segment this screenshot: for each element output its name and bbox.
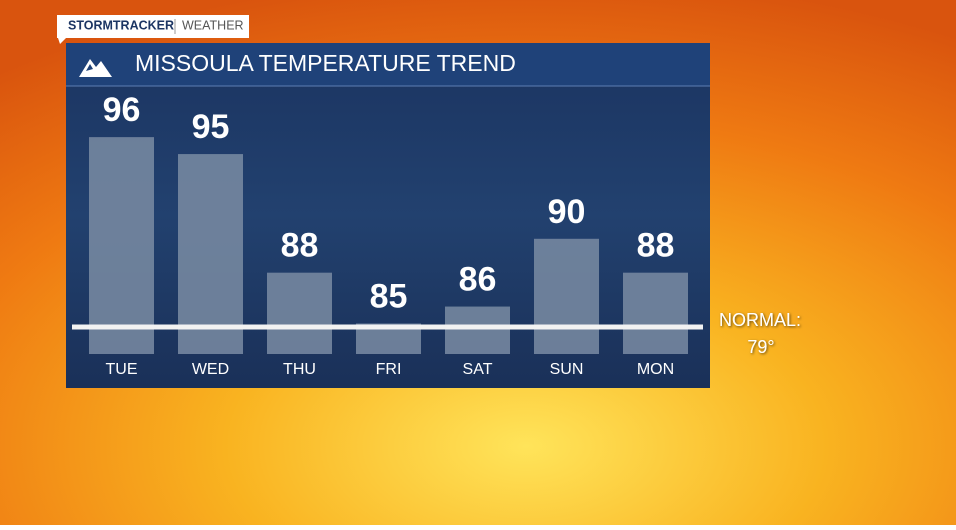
value-label: 95 [192,108,230,146]
value-label: 85 [370,277,408,315]
normal-value: 79° [747,337,774,357]
normal-name: NORMAL: [719,310,801,330]
plot: 96 TUE 95 WED 88 THU 85 FRI 86 SAT 90 SUN 88 MON NORMA… [72,91,801,378]
value-label: 88 [281,227,319,265]
brand-name: STORMTRACKER [68,18,174,32]
bar [534,238,599,354]
x-tick-label: SUN [550,361,584,378]
x-tick-label: FRI [376,361,402,378]
value-label: 88 [637,227,675,265]
value-label: 96 [103,91,141,129]
title-bar [66,43,710,86]
x-tick-label: WED [192,361,229,378]
chart-title: MISSOULA TEMPERATURE TREND [135,50,516,76]
badge-box [57,15,249,44]
x-tick-label: MON [637,361,674,378]
brand-badge: STORMTRACKER WEATHER [57,15,249,44]
value-label: 90 [548,193,586,231]
x-tick-label: TUE [106,361,138,378]
bar [623,272,688,354]
x-tick-label: THU [283,361,316,378]
bar [445,306,510,354]
bar [267,272,332,354]
brand-section: WEATHER [182,18,244,32]
x-tick-label: SAT [463,361,493,378]
logo-icon [79,59,112,77]
bar [178,154,243,354]
value-label: 86 [459,261,497,299]
bar [89,137,154,354]
